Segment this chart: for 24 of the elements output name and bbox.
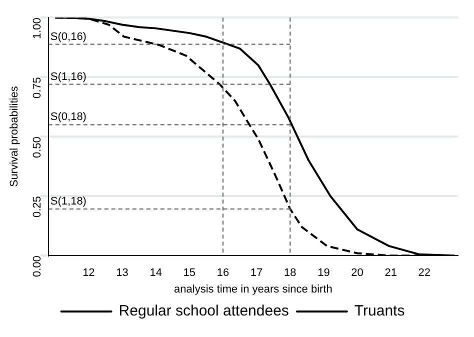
x-tick-label: 22 [418,267,431,280]
x-tick-label: 15 [183,267,196,280]
x-tick-label: 14 [150,267,162,280]
y-tick-label: 0.50 [31,136,44,158]
x-tick-label: 17 [250,267,263,280]
ref-line-label: S(0,18) [50,111,86,124]
ref-line-label: S(0,16) [50,30,86,43]
y-tick-label: 0.00 [31,256,44,278]
legend-label: Regular school attendees [118,302,289,320]
y-tick-label: 1.00 [31,18,44,40]
x-tick-label: 19 [318,267,330,280]
x-axis-title: analysis time in years since birth [174,283,332,296]
legend-label: Truants [354,302,405,320]
x-tick-label: 21 [384,267,397,280]
y-tick-label: 0.75 [31,77,44,99]
x-tick-label: 16 [216,267,230,280]
ref-line-label: S(1,18) [50,195,86,208]
x-tick-label: 12 [82,267,95,280]
y-tick-label: 0.25 [31,196,44,218]
x-tick-label: 13 [116,267,128,280]
x-tick-label: 20 [351,267,364,280]
ref-line-label: S(1,16) [50,70,86,83]
y-axis-title: Survival probabilities [8,86,21,188]
x-tick-label: 18 [284,267,296,280]
